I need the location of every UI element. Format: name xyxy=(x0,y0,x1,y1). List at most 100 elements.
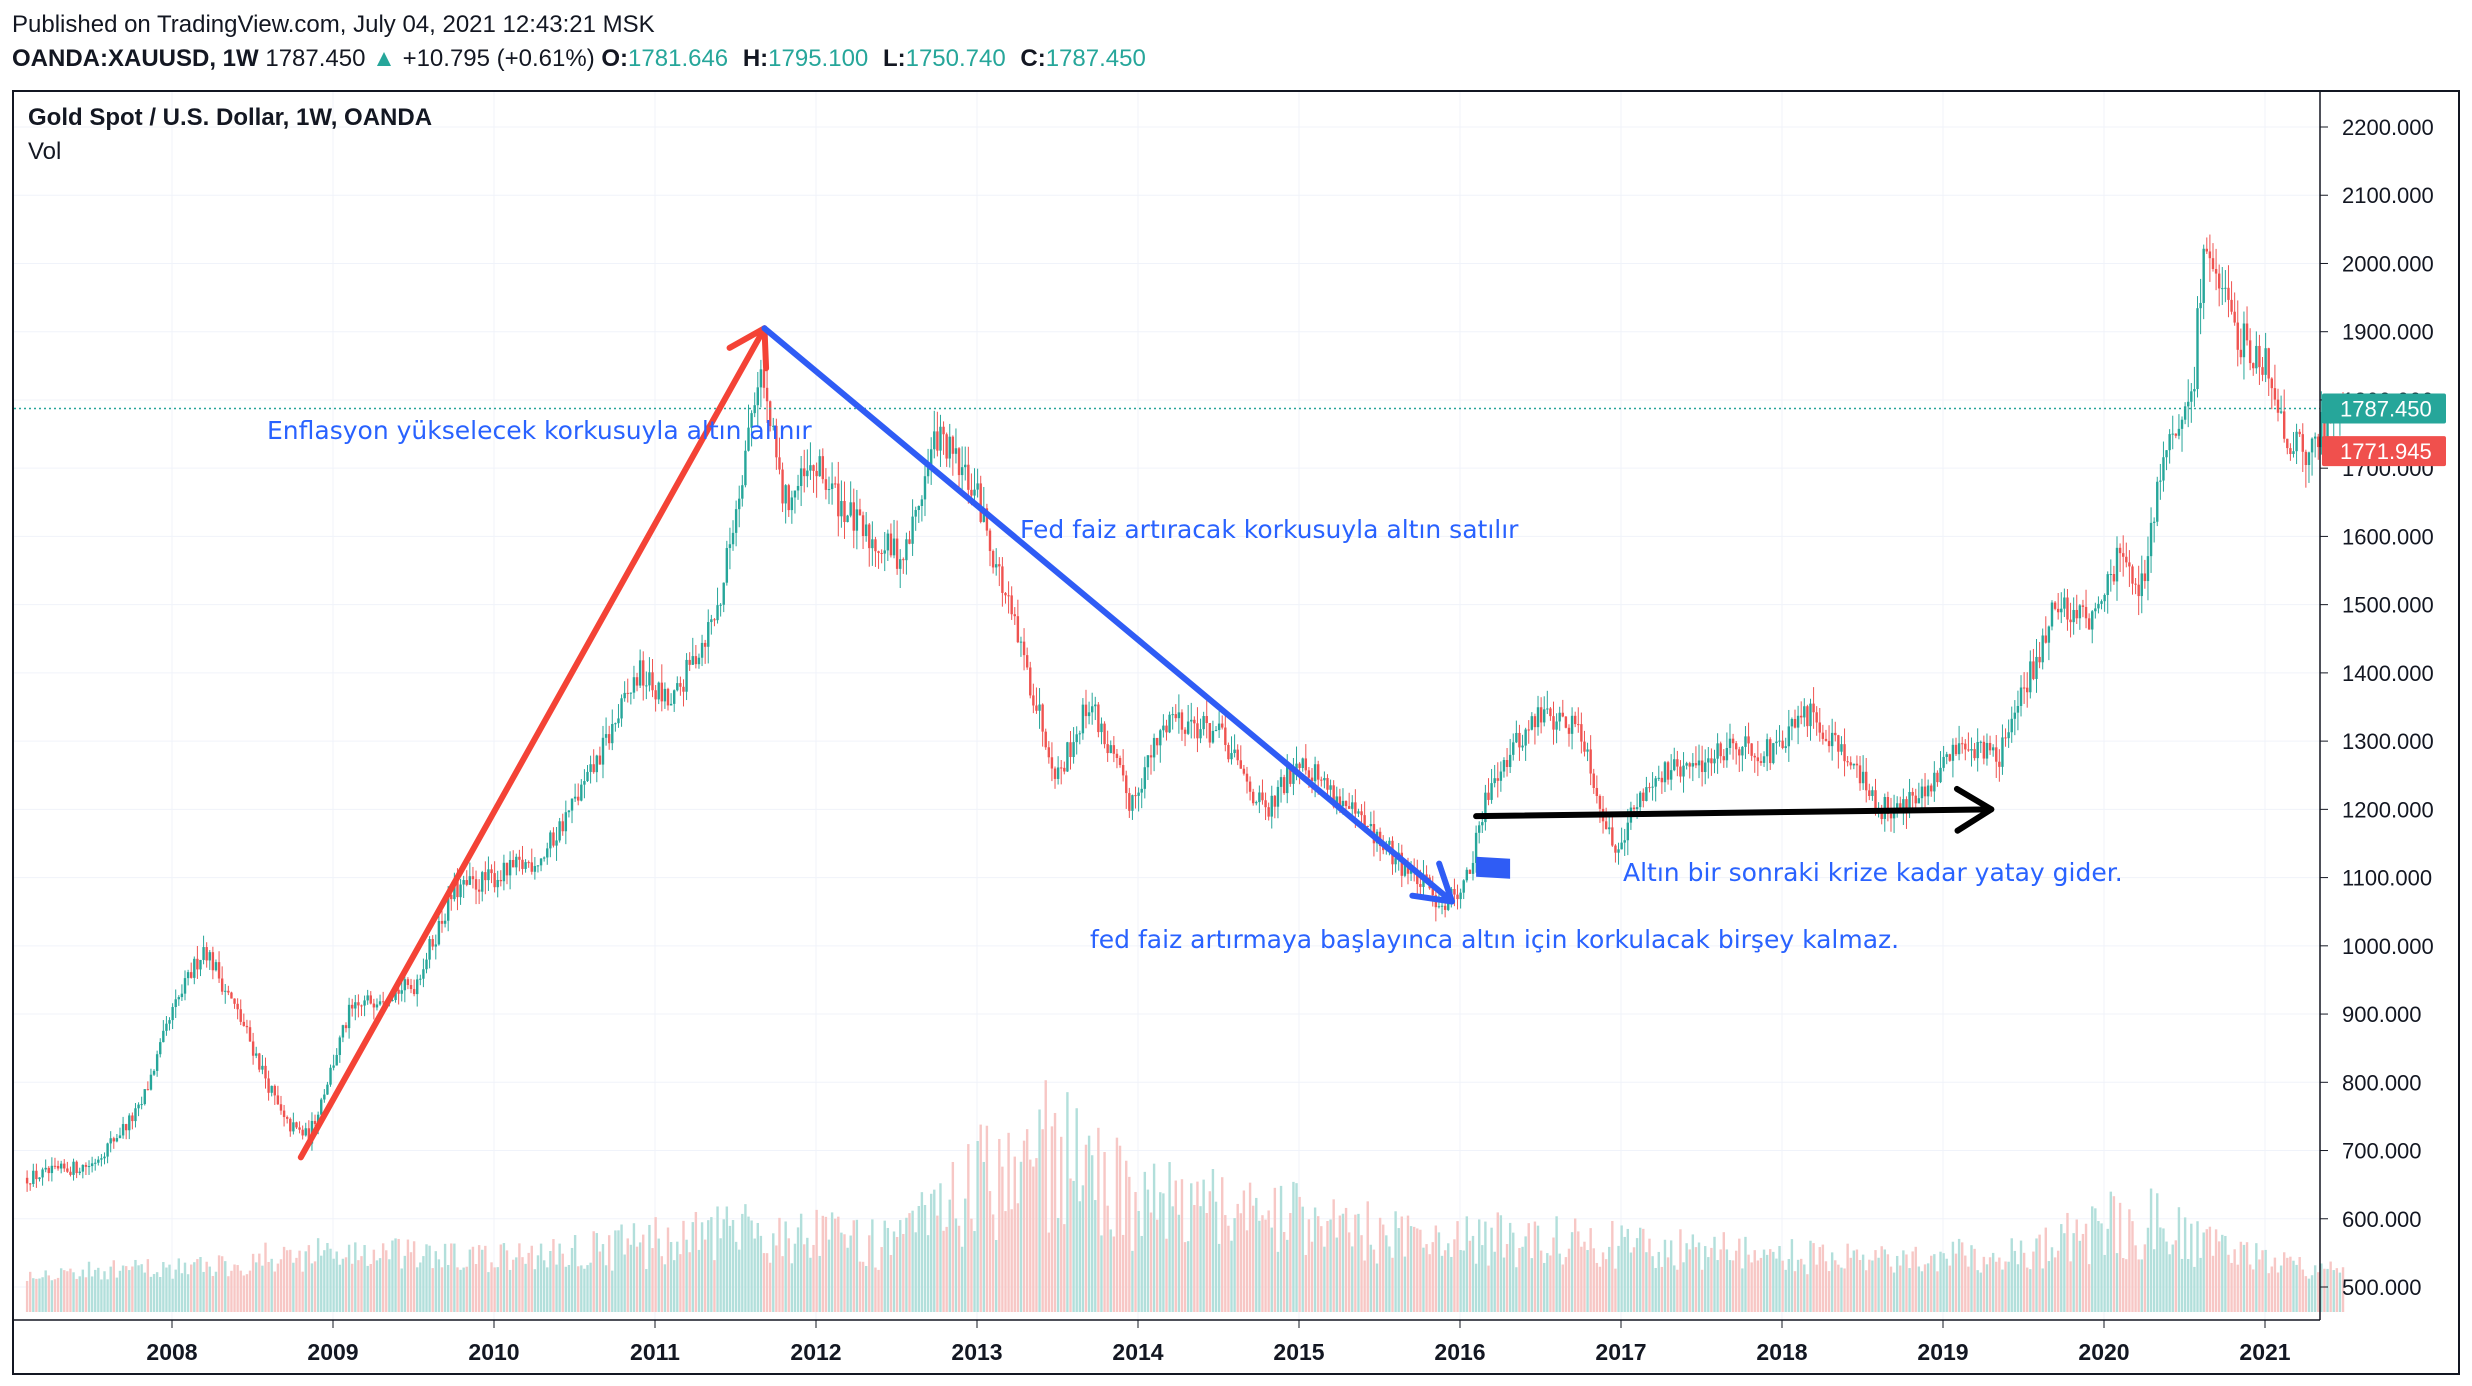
last-price-label: 1787.450 xyxy=(2340,397,2432,422)
volume-bar xyxy=(1477,1219,1481,1312)
volume-bar xyxy=(611,1270,614,1312)
candle-body xyxy=(2264,348,2267,375)
price-chart[interactable]: 500.000600.000700.000800.000900.0001000.… xyxy=(14,92,2458,1373)
candle-body xyxy=(617,718,620,724)
volume-bar xyxy=(1855,1249,1859,1312)
candle-body xyxy=(193,958,196,978)
volume-bar xyxy=(1103,1152,1106,1312)
candle-body xyxy=(59,1163,63,1169)
high-value: 1795.100 xyxy=(768,45,869,72)
volume-bar xyxy=(375,1260,379,1312)
volume-bar xyxy=(230,1270,233,1312)
volume-bar xyxy=(2121,1258,2125,1312)
candle-body xyxy=(1301,758,1304,769)
candle-body xyxy=(220,978,224,992)
volume-bar xyxy=(1979,1272,1982,1312)
candle-body xyxy=(459,884,462,898)
candle-body xyxy=(217,962,221,979)
candle-body xyxy=(1765,739,1769,757)
volume-bar xyxy=(868,1235,871,1312)
candle-body xyxy=(1196,723,1199,739)
volume-bar xyxy=(2224,1235,2227,1312)
symbol-label: OANDA:XAUUSD, 1W xyxy=(12,45,259,72)
candle-body xyxy=(1084,704,1088,717)
price-change: +10.795 (+0.61%) xyxy=(402,45,595,72)
volume-bar xyxy=(821,1215,825,1312)
candle-body xyxy=(1957,743,1961,755)
volume-bar xyxy=(363,1245,366,1312)
volume-bar xyxy=(694,1211,698,1312)
candle-body xyxy=(1539,707,1543,723)
volume-bar xyxy=(248,1270,252,1312)
volume-bar xyxy=(1954,1253,1958,1312)
volume-bar xyxy=(1598,1266,1602,1312)
candle-body xyxy=(595,755,598,773)
volume-bar xyxy=(357,1260,360,1312)
volume-bar xyxy=(1022,1140,1026,1312)
volume-bar xyxy=(1558,1253,1561,1312)
volume-bar xyxy=(292,1262,295,1312)
candle-body xyxy=(1146,755,1150,768)
volume-bar xyxy=(1951,1241,1955,1312)
volume-bar xyxy=(1007,1132,1010,1312)
volume-bar xyxy=(1648,1238,1651,1312)
candle-body xyxy=(35,1170,38,1180)
volume-bar xyxy=(1205,1213,1208,1312)
chart-frame[interactable]: 500.000 600.000 700.000 800.000 900.000 1000.… xyxy=(12,90,2460,1375)
candle-body xyxy=(323,1094,326,1100)
volume-bar xyxy=(1716,1260,1719,1312)
volume-bar xyxy=(753,1238,756,1312)
candle-body xyxy=(1307,770,1311,778)
candle-body xyxy=(2100,601,2103,604)
candle-body xyxy=(1230,753,1233,760)
candle-body xyxy=(1010,595,1013,615)
volume-bar xyxy=(1527,1223,1530,1312)
volume-bar xyxy=(1063,1224,1066,1312)
volume-bar xyxy=(601,1244,605,1312)
candle-body xyxy=(2196,308,2199,390)
candle-body xyxy=(1177,712,1181,719)
candle-body xyxy=(1577,724,1580,726)
volume-bar xyxy=(502,1243,506,1312)
candle-body xyxy=(2307,452,2311,465)
volume-bar xyxy=(75,1278,78,1312)
candle-body xyxy=(1366,825,1369,827)
candle-body xyxy=(1769,739,1772,764)
volume-bar xyxy=(2156,1193,2159,1312)
candle-body xyxy=(589,764,592,772)
candle-body xyxy=(1632,807,1636,810)
candle-body xyxy=(416,979,419,995)
volume-bar xyxy=(1756,1260,1760,1312)
volume-bar xyxy=(2029,1269,2032,1312)
volume-bar xyxy=(1419,1229,1422,1312)
volume-bar xyxy=(1642,1228,1645,1312)
volume-bar xyxy=(685,1239,688,1312)
volume-bar xyxy=(1512,1232,1515,1312)
candle-body xyxy=(1614,845,1617,853)
candle-body xyxy=(63,1163,66,1169)
candle-body xyxy=(66,1168,69,1172)
volume-bar xyxy=(462,1267,465,1312)
volume-bar xyxy=(121,1265,125,1312)
candle-body xyxy=(100,1158,103,1160)
volume-bar xyxy=(2171,1244,2174,1312)
candle-body xyxy=(762,369,766,388)
volume-bar xyxy=(233,1264,236,1312)
candle-body xyxy=(1298,763,1301,769)
candle-body xyxy=(1995,747,1998,762)
volume-bar xyxy=(1443,1250,1447,1312)
up-arrow-icon: ▲ xyxy=(372,45,396,72)
volume-bar xyxy=(2165,1241,2168,1312)
candle-body xyxy=(2211,258,2215,269)
volume-bar xyxy=(951,1161,955,1312)
candle-body xyxy=(41,1169,44,1178)
candle-body xyxy=(2255,345,2258,369)
low-value: 1750.740 xyxy=(905,45,1006,72)
candle-body xyxy=(1796,715,1800,728)
candle-body xyxy=(1205,716,1208,724)
volume-bar xyxy=(419,1262,422,1312)
candle-body xyxy=(1570,715,1574,734)
candle-body xyxy=(642,660,645,686)
candle-body xyxy=(809,465,812,471)
candle-body xyxy=(895,538,899,569)
